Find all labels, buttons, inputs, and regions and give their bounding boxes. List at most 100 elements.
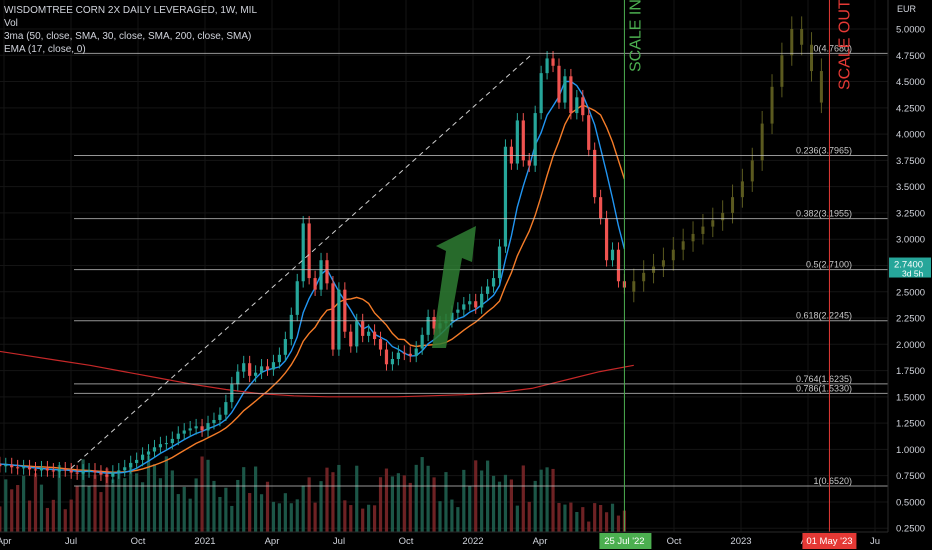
candle-body [200, 426, 204, 431]
volume-bar [45, 507, 50, 532]
candle-body [248, 363, 252, 376]
candle-body [372, 331, 377, 340]
candle-body [378, 339, 383, 350]
candle-body [129, 463, 133, 468]
volume-bar [254, 466, 258, 532]
candle-body [521, 120, 525, 161]
candle-body [515, 120, 519, 164]
volume-bar [63, 509, 67, 532]
volume-bar [10, 489, 14, 532]
time-axis-tick: Apr [533, 536, 548, 547]
candle-body [170, 438, 174, 444]
candle-body [414, 348, 418, 356]
candle-body [331, 283, 335, 350]
projection-bar [661, 260, 665, 267]
candle-body [426, 316, 430, 335]
volume-bar [188, 498, 192, 532]
fib-level-label: 0.786(1.5330) [796, 383, 852, 393]
candle-body [480, 293, 484, 308]
candle-body [265, 366, 270, 370]
projection-bar [800, 29, 804, 45]
candle-body [176, 433, 180, 439]
candle-body [63, 469, 67, 471]
candle-body [87, 470, 91, 472]
candle-body [301, 223, 305, 282]
volume-bar [301, 485, 305, 532]
volume-bar [99, 492, 103, 532]
volume-bar [57, 465, 61, 532]
volume-bar [236, 479, 240, 532]
volume-bar [146, 455, 151, 532]
volume-bar [497, 481, 502, 532]
time-axis-tick: Oct [131, 536, 146, 547]
volume-bar [75, 485, 79, 532]
candle-body [69, 470, 73, 473]
price-axis-tick: 5.0000 [896, 25, 925, 36]
volume-bar [39, 484, 44, 532]
time-axis-bg [0, 532, 932, 550]
fib-level-label: 1(0.6520) [813, 476, 852, 486]
volume-bar [581, 507, 585, 532]
volume-bar [402, 475, 406, 532]
scale-in-date-tag [599, 533, 652, 549]
volume-bar [16, 485, 20, 532]
volume-bar [331, 472, 335, 532]
price-axis-tick: 4.5000 [896, 77, 925, 88]
candle-body [367, 331, 371, 336]
scale-in-label: SCALE IN [627, 0, 644, 72]
volume-bar [0, 506, 2, 532]
time-axis-tick: 2021 [194, 536, 215, 547]
volume-bar [182, 486, 186, 532]
candle-body [587, 115, 591, 150]
candle-body [551, 58, 555, 66]
candle-body [462, 304, 466, 310]
legend: WISDOMTREE CORN 2X DAILY LEVERAGED, 1W, … [4, 4, 257, 56]
candle-body [325, 260, 329, 284]
volume-bar [87, 486, 91, 532]
volume-bar [509, 479, 513, 532]
volume-bar [414, 464, 418, 532]
volume-bar [135, 473, 139, 532]
scale-out-label: SCALE OUT [836, 0, 853, 90]
volume-bar [396, 473, 400, 532]
projection-bar [750, 160, 754, 182]
candle-body [111, 472, 115, 477]
projection-bar [642, 272, 646, 282]
candle-body [135, 459, 139, 464]
volume-bar [158, 478, 163, 532]
candle-body [295, 281, 299, 315]
candle-body [254, 372, 258, 376]
volume-bar [545, 467, 549, 532]
time-axis-tick: Ju [870, 536, 880, 547]
volume-bar [117, 473, 121, 532]
candle-body [105, 474, 109, 477]
volume-bar [265, 481, 270, 532]
volume-bar [230, 505, 234, 532]
candle-body [164, 443, 168, 445]
scale-out-date: 01 May '23 [806, 536, 852, 547]
time-axis-tick: Oct [399, 536, 414, 547]
volume-bar [575, 511, 579, 532]
candle-body [218, 414, 222, 420]
candle-body [533, 113, 537, 166]
volume-bar [271, 501, 276, 532]
price-axis-tick: 4.7500 [896, 51, 925, 62]
projection-bar [632, 281, 636, 292]
time-axis-tick: Jul [333, 536, 345, 547]
volume-bar [123, 478, 127, 532]
volume-bar [420, 457, 424, 532]
volume-bar [468, 486, 472, 532]
fib-level-label: 0.764(1.6235) [796, 374, 852, 384]
time-axis-tick: 2022 [462, 536, 483, 547]
candle-body [545, 58, 549, 74]
trend-dashed-line [70, 53, 533, 469]
volume-bar [248, 493, 252, 532]
volume-bar [176, 494, 180, 532]
candle-body [236, 371, 240, 385]
projection-bar [740, 181, 744, 198]
volume-bar [587, 521, 591, 532]
candle-body [581, 97, 585, 116]
projection-bar [701, 226, 705, 234]
candle-body [182, 430, 186, 434]
